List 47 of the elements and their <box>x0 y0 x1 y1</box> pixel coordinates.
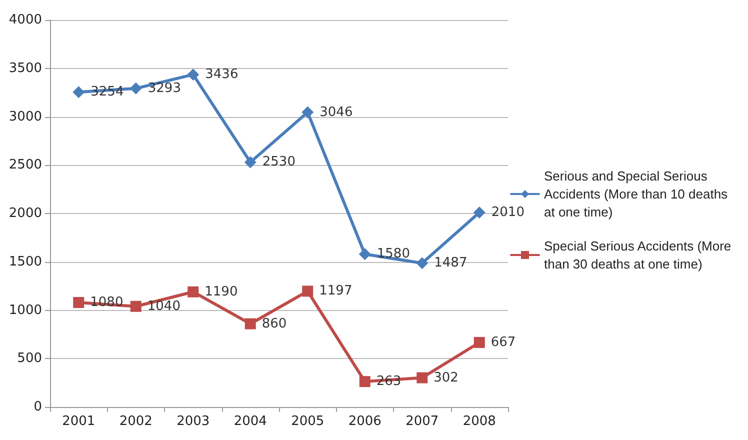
data-label: 1190 <box>204 284 238 300</box>
x-tick-label: 2002 <box>119 414 152 429</box>
data-label: 3293 <box>148 80 181 96</box>
y-tick-label: 1000 <box>8 302 42 318</box>
data-label: 3436 <box>205 67 238 82</box>
point <box>72 86 85 98</box>
x-tick-label: 2006 <box>348 414 382 429</box>
x-tick-label: 2004 <box>234 414 267 429</box>
data-label: 2530 <box>262 154 296 170</box>
data-label: 302 <box>434 370 458 386</box>
point <box>416 257 428 270</box>
point <box>188 286 199 298</box>
x-tick-label: 2001 <box>62 414 96 429</box>
x-tick-label: 2007 <box>406 414 439 429</box>
data-label: 667 <box>490 334 516 350</box>
point <box>302 106 314 118</box>
y-tick-label: 4000 <box>8 12 42 28</box>
y-tick-label: 2500 <box>8 158 42 173</box>
legend-label: Serious and Special Serious Accidents (More than 10 deaths at one time) <box>544 168 732 220</box>
x-tick-label: 2008 <box>462 414 496 429</box>
y-tick-label: 1500 <box>8 254 42 270</box>
point <box>130 300 142 312</box>
point <box>130 82 142 94</box>
y-tick-label: 2000 <box>8 206 42 221</box>
point <box>244 318 256 330</box>
point <box>244 156 256 168</box>
data-label: 1040 <box>147 298 180 314</box>
point <box>73 297 84 308</box>
point <box>359 376 370 388</box>
point <box>416 372 428 384</box>
y-tick-label: 0 <box>34 400 42 414</box>
point <box>358 248 371 260</box>
data-label: 860 <box>262 316 287 332</box>
point <box>187 68 200 81</box>
data-label: 3046 <box>320 104 353 120</box>
data-label: 1487 <box>434 256 468 271</box>
y-tick-label: 3500 <box>8 60 42 76</box>
y-tick-label: 3000 <box>8 109 42 124</box>
x-tick-label: 2003 <box>176 414 210 429</box>
legend-label: Special Serious Accidents (More than 30 deaths at one time) <box>544 238 735 272</box>
data-label: 1197 <box>319 284 352 299</box>
x-tick-label: 2005 <box>291 414 324 429</box>
point <box>473 206 486 219</box>
y-tick-label: 500 <box>17 351 42 366</box>
point <box>474 336 485 348</box>
data-label: 2010 <box>491 205 524 220</box>
point <box>302 286 314 297</box>
